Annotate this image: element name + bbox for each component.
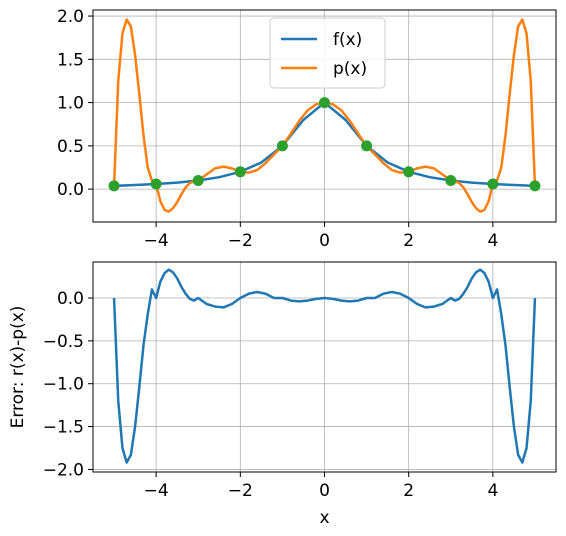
x-tick-label: 0: [319, 231, 330, 251]
interpolation-node-point: [276, 140, 288, 152]
y-tick-label: 0.5: [57, 137, 84, 157]
legend-box: [269, 17, 386, 89]
interpolation-node-point: [319, 97, 330, 109]
plot-series: [108, 18, 541, 213]
interpolation-node-point: [403, 166, 415, 178]
grid: [93, 262, 556, 472]
x-tick-label: 4: [487, 481, 498, 501]
x-ticks: −4 −2 0 2 4: [144, 472, 498, 501]
y-ticks: 0.0 −0.5 −1.0 −1.5 −2.0: [43, 289, 93, 480]
y-tick-label: −2.0: [43, 460, 84, 480]
legend-label-p: p(x): [333, 59, 367, 79]
x-tick-label: −2: [228, 231, 253, 251]
x-tick-label: 2: [403, 231, 414, 251]
y-tick-label: 2.0: [57, 7, 84, 27]
x-tick-label: 0: [319, 481, 330, 501]
x-tick-label: 4: [487, 231, 498, 251]
legend-label-f: f(x): [333, 30, 362, 50]
y-tick-label: −1.5: [43, 418, 84, 438]
bottom-panel-error: −4 −2 0 2 4 0.0 −0.5 −1.0 −1.5 −2.0 x Error: r(x…: [8, 261, 557, 528]
interpolation-node-point: [192, 174, 204, 186]
y-ticks: 0.0 0.5 1.0 1.5 2.0: [57, 7, 93, 200]
y-tick-label: −0.5: [43, 332, 84, 352]
interpolation-node-point: [529, 180, 541, 192]
y-tick-label: 1.0: [57, 94, 84, 114]
y-tick-label: 1.5: [57, 50, 84, 70]
top-panel-interpolation: −4 −2 0 2 4 0.0 0.5 1.0 1.5 2.0 f(x) p(x): [57, 7, 557, 251]
interpolation-node-point: [487, 178, 499, 190]
y-tick-label: 0.0: [57, 180, 84, 200]
legend: f(x) p(x): [269, 17, 386, 89]
x-tick-label: −4: [144, 481, 169, 501]
x-axis-label: x: [319, 508, 329, 528]
interpolation-node-point: [361, 140, 373, 152]
y-tick-label: 0.0: [57, 289, 84, 309]
interpolation-node-point: [234, 166, 246, 178]
series-line-error: [112, 268, 537, 464]
interpolation-node-point: [108, 180, 120, 192]
plot-series: [112, 268, 537, 464]
y-tick-label: −1.0: [43, 375, 84, 395]
interpolation-node-point: [445, 174, 457, 186]
x-tick-label: −4: [144, 231, 169, 251]
x-tick-label: 2: [403, 481, 414, 501]
y-axis-label: Error: r(x)-p(x): [8, 306, 28, 429]
x-ticks: −4 −2 0 2 4: [144, 222, 498, 251]
interpolation-node-point: [150, 178, 162, 190]
x-tick-label: −2: [228, 481, 253, 501]
